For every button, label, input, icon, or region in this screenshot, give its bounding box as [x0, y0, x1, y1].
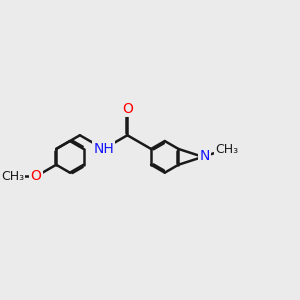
Text: CH₃: CH₃ [1, 170, 24, 183]
Text: NH: NH [93, 142, 114, 156]
Text: O: O [122, 102, 133, 116]
Text: N: N [199, 149, 210, 163]
Text: CH₃: CH₃ [215, 142, 238, 156]
Text: O: O [31, 169, 41, 183]
